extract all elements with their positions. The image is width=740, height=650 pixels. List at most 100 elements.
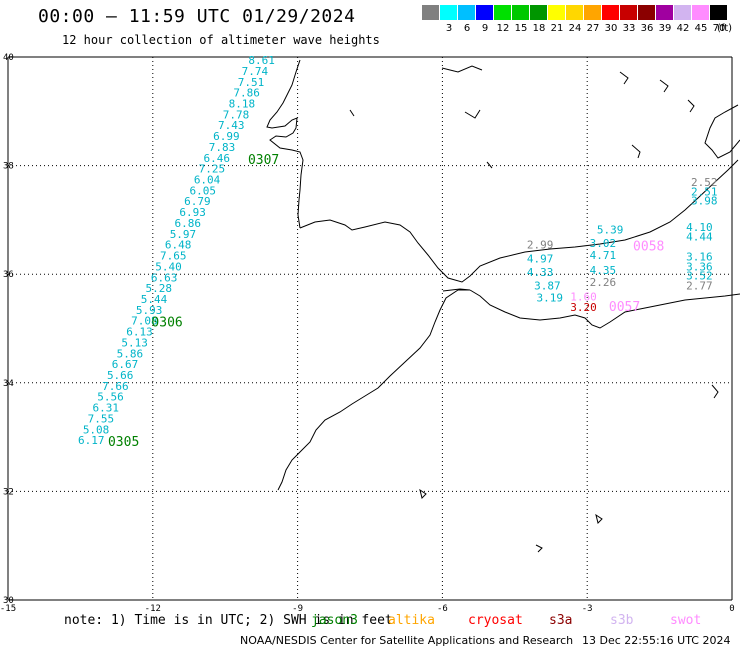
coast-spain-east	[704, 104, 740, 159]
wave-height-value: 4.71	[590, 249, 617, 262]
wave-height-value: 5.56	[97, 391, 124, 404]
wave-height-value: 7.65	[160, 250, 187, 263]
credit-text: NOAA/NESDIS Center for Satellite Applica…	[240, 634, 574, 647]
timestamp: 13 Dec 22:55:16 UTC 2024	[582, 634, 731, 647]
wave-height-value: 3.19	[537, 291, 564, 304]
wave-height-value: 2.51	[691, 185, 718, 198]
coast-fragment-12	[486, 161, 493, 169]
wave-height-value: 6.17	[78, 434, 105, 447]
wave-height-value: 5.13	[121, 336, 148, 349]
coast-alboran-strait	[442, 288, 471, 292]
wave-height-value: 5.39	[597, 223, 624, 236]
wave-height-value: 4.35	[590, 264, 617, 277]
wave-height-value: 7.74	[242, 65, 269, 78]
axis-tick-labels: -15 -12 -9 -6 -3 0 40 38 36 34 32 30	[0, 53, 735, 614]
wave-height-value: 7.83	[209, 141, 236, 154]
legend-label: 18	[532, 23, 546, 34]
legend-swatch	[440, 5, 457, 20]
wave-height-value: 7.43	[218, 119, 245, 132]
coast-fragment-9	[595, 513, 603, 524]
wave-height-value: 3.20	[570, 301, 597, 314]
wave-height-value: 3.87	[534, 279, 561, 292]
wave-height-value: 5.44	[141, 293, 168, 306]
legend-label: 36	[640, 23, 654, 34]
wave-height-value: 8.18	[229, 97, 256, 110]
coastline	[266, 59, 740, 553]
coast-fragment-8	[419, 488, 427, 499]
wave-height-value: 3.02	[590, 237, 617, 250]
page-title: 00:00 – 11:59 UTC 01/29/2024	[38, 6, 356, 27]
wave-height-value: 6.93	[179, 206, 206, 219]
wave-height-value: 4.44	[686, 231, 713, 244]
wave-height-value: 7.25	[199, 163, 226, 176]
legend-label: 24	[568, 23, 582, 34]
coast-morocco-atlantic	[277, 289, 470, 491]
coast-fragment-6	[631, 144, 641, 159]
legend-swatch	[566, 5, 583, 20]
legend-label: 42	[676, 23, 690, 34]
legend-unit: (ft)	[717, 23, 733, 34]
wave-height-value: 6.86	[175, 217, 202, 230]
legend-swatch	[512, 5, 529, 20]
wave-height-value: 6.13	[126, 326, 152, 339]
wave-height-value: 5.93	[136, 304, 163, 317]
pass-id-label: 0057	[609, 300, 640, 315]
y-tick-label: 40	[3, 53, 14, 63]
legend-swatch	[710, 5, 727, 20]
coast-fragment-4	[659, 79, 669, 93]
wave-height-value: 6.79	[184, 195, 211, 208]
coast-fragment-1	[441, 65, 483, 73]
wave-height-value: 6.46	[203, 152, 230, 165]
coast-north-africa-med	[469, 289, 740, 329]
data-labels: 8.617.747.517.868.187.787.436.997.836.46…	[78, 54, 718, 450]
y-tick-label: 34	[3, 379, 14, 389]
legend-label: 45	[694, 23, 708, 34]
wave-height-value: 5.86	[117, 347, 144, 360]
pass-id-label: 0306	[151, 316, 182, 331]
x-tick-label: -12	[145, 604, 161, 614]
wave-height-value: 5.66	[107, 369, 133, 382]
wave-height-value: 6.48	[165, 239, 192, 252]
y-tick-label: 30	[3, 596, 14, 606]
coast-fragment-3	[619, 71, 629, 85]
legend-swatch	[638, 5, 655, 20]
legend-swatch	[674, 5, 691, 20]
legend-label: 70	[712, 23, 726, 34]
wave-height-value: 4.10	[686, 221, 713, 234]
pass-id-label: 0307	[248, 153, 279, 168]
wave-height-value: 3.36	[686, 260, 713, 273]
wave-height-value: 6.05	[189, 184, 216, 197]
legend-label: 6	[463, 23, 471, 34]
satellite-legend-item: s3b	[610, 613, 634, 628]
wave-height-value: 7.55	[88, 412, 115, 425]
legend-label: 12	[496, 23, 510, 34]
satellite-legend-item: swot	[670, 613, 702, 628]
page-subtitle: 12 hour collection of altimeter wave hei…	[62, 33, 380, 47]
satellite-legend-item: cryosat	[468, 613, 523, 628]
wave-height-value: 8.61	[248, 54, 274, 67]
y-tick-label: 32	[3, 487, 14, 497]
map-grid	[7, 56, 733, 601]
wave-height-value: 2.52	[691, 176, 718, 189]
wave-height-value: 4.33	[527, 266, 554, 279]
coast-fragment-7	[711, 384, 719, 399]
satellite-legend-item: s3a	[549, 613, 573, 628]
wave-height-value: 5.28	[146, 282, 173, 295]
x-tick-label: 0	[729, 604, 734, 614]
legend-swatch	[494, 5, 511, 20]
pass-id-label: 0305	[108, 435, 139, 450]
wave-height-value: 6.67	[112, 358, 139, 371]
legend-swatch	[692, 5, 709, 20]
legend-swatch	[620, 5, 637, 20]
y-tick-label: 38	[3, 162, 14, 172]
x-tick-label: -3	[582, 604, 593, 614]
wave-height-value: 1.60	[570, 290, 597, 303]
legend-label: 21	[550, 23, 564, 34]
wave-height-value: 5.08	[83, 423, 110, 436]
legend-label: 27	[586, 23, 600, 34]
wave-height-value: 4.97	[527, 252, 554, 265]
footer-note: note: 1) Time is in UTC; 2) SWH is in fe…	[64, 613, 393, 628]
wave-height-value: 7.86	[233, 87, 260, 100]
wave-height-value: 2.26	[590, 276, 617, 289]
